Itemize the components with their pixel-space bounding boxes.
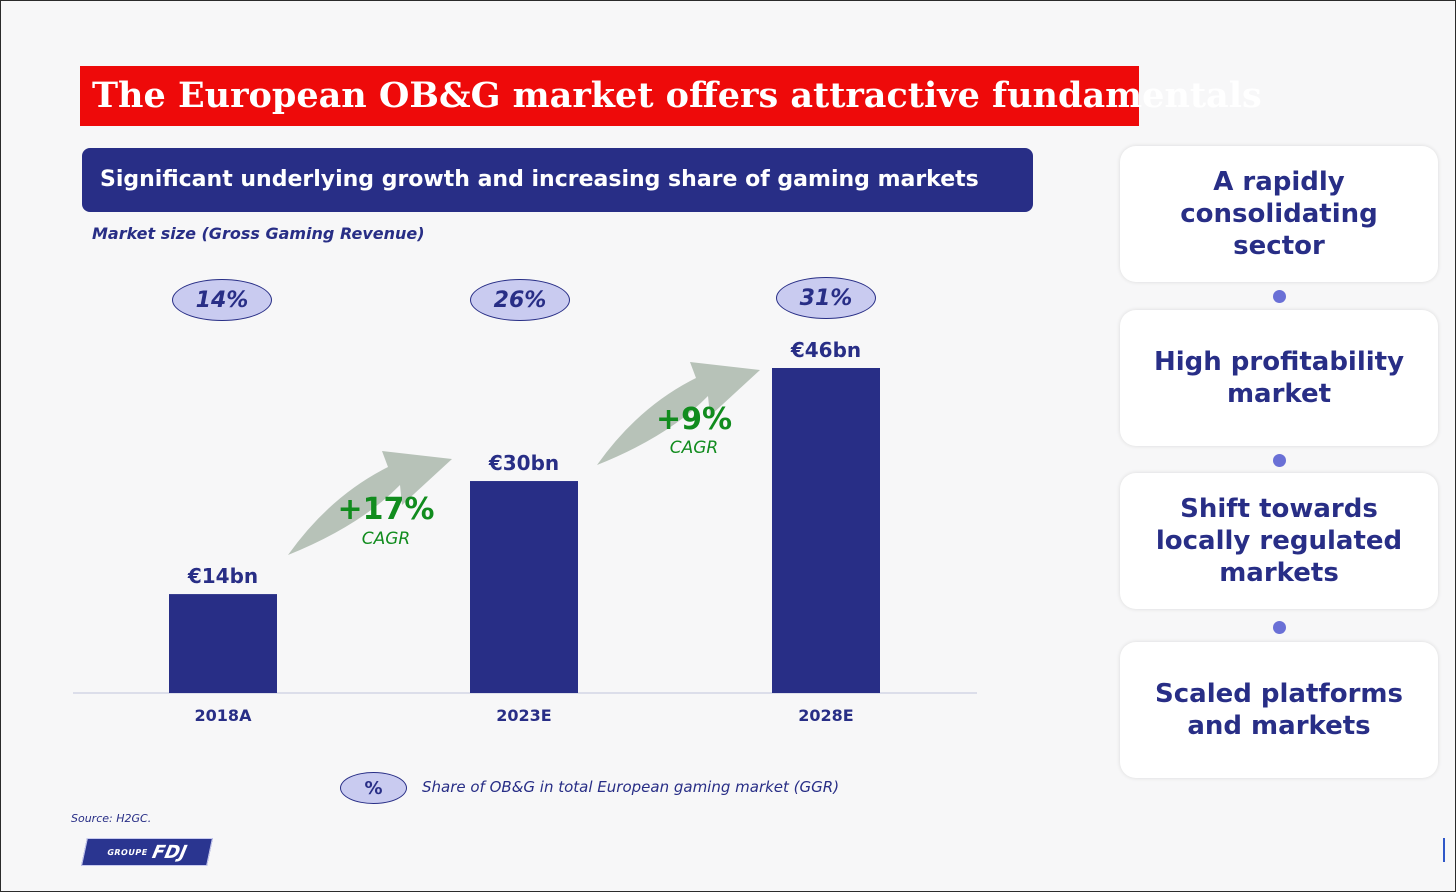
bar-2018A: [169, 594, 277, 693]
page-title: The European OB&G market offers attracti…: [80, 66, 1262, 126]
share-oval-2018: 14%: [172, 279, 272, 321]
cagr-label-2: CAGR: [669, 438, 719, 458]
page-edge-marker: [1443, 838, 1445, 862]
connector-dot: [1273, 290, 1286, 303]
source-note: Source: H2GC.: [71, 812, 152, 825]
cagr-value-2: +9%: [655, 402, 733, 437]
legend-text: Share of OB&G in total European gaming m…: [422, 778, 840, 796]
connector-dot: [1273, 621, 1286, 634]
highlight-card-regulation: Shift towards locally regulated markets: [1120, 473, 1438, 609]
growth-arrow-1: [288, 451, 452, 555]
share-oval-2028: 31%: [776, 277, 876, 319]
x-tick-label: 2023E: [496, 706, 552, 725]
bar-2028E: [772, 368, 880, 693]
logo-brand-text: FDJ: [150, 841, 189, 863]
x-tick-label: 2028E: [798, 706, 854, 725]
highlight-card-profitability: High profitability market: [1120, 310, 1438, 446]
bar-2023E: [470, 481, 578, 693]
highlight-card-consolidation: A rapidly consolidating sector: [1120, 146, 1438, 282]
connector-dot: [1273, 454, 1286, 467]
cagr-label-1: CAGR: [361, 529, 411, 549]
cagr-value-1: +17%: [337, 492, 435, 527]
bar-value-label: €14bn: [187, 564, 259, 589]
bar-value-label: €46bn: [790, 338, 862, 362]
growth-arrow-2: [597, 362, 760, 465]
section-header: Significant underlying growth and increa…: [82, 148, 1033, 212]
share-oval-2023: 26%: [470, 279, 570, 321]
logo-groupe-text: GROUPE: [106, 847, 149, 857]
chart-subtitle: Market size (Gross Gaming Revenue): [92, 224, 425, 243]
fdj-logo: GROUPE FDJ: [81, 838, 213, 866]
legend-symbol: %: [340, 772, 407, 804]
x-tick-label: 2018A: [194, 706, 252, 725]
bar-value-label: €30bn: [488, 451, 560, 476]
highlight-card-scale: Scaled platforms and markets: [1120, 642, 1438, 778]
